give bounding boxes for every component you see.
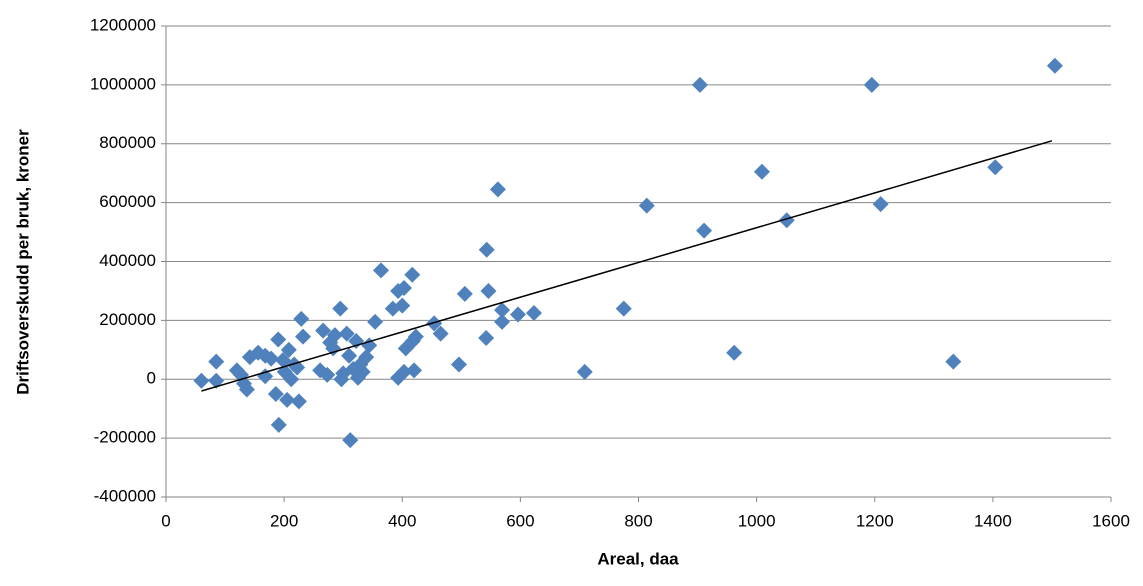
trendline — [201, 140, 1053, 392]
point — [342, 432, 359, 449]
point — [510, 306, 527, 323]
point — [290, 393, 307, 410]
point — [396, 279, 413, 296]
y-tick-label: 200000 — [99, 310, 156, 329]
point — [407, 328, 424, 345]
x-axis-title: Areal, daa — [597, 549, 679, 568]
point — [283, 371, 300, 388]
x-tick-label: 600 — [506, 511, 534, 530]
y-axis-title: Driftsoverskudd per bruk, kroner — [13, 129, 32, 395]
x-tick-label: 400 — [388, 511, 416, 530]
point — [263, 350, 280, 367]
point — [494, 302, 511, 319]
point — [872, 196, 889, 213]
point — [638, 197, 655, 214]
point — [293, 310, 310, 327]
point — [193, 372, 210, 389]
point — [450, 356, 467, 373]
y-tick-label: 600000 — [99, 192, 156, 211]
point — [404, 266, 421, 283]
x-tick-label: 1000 — [738, 511, 776, 530]
point — [208, 372, 225, 389]
point — [478, 330, 495, 347]
point — [615, 300, 632, 317]
point — [257, 368, 274, 385]
x-tick-label: 0 — [161, 511, 170, 530]
point — [338, 325, 355, 342]
point — [1046, 57, 1063, 74]
point — [987, 159, 1004, 176]
x-tick-label: 800 — [624, 511, 652, 530]
y-tick-label: 0 — [147, 369, 156, 388]
point — [494, 313, 511, 330]
point — [696, 222, 713, 239]
point — [489, 181, 506, 198]
point — [525, 305, 542, 322]
point — [478, 241, 495, 258]
y-tick-label: -200000 — [94, 428, 156, 447]
y-tick-label: 1200000 — [90, 15, 156, 34]
point — [267, 385, 284, 402]
point — [691, 76, 708, 93]
point — [396, 363, 413, 380]
point — [280, 341, 297, 358]
point — [372, 262, 389, 279]
y-tick-label: 400000 — [99, 251, 156, 270]
point — [326, 327, 343, 344]
point — [753, 163, 770, 180]
point — [238, 381, 255, 398]
point — [406, 362, 423, 379]
point — [332, 300, 349, 317]
point — [394, 297, 411, 314]
point — [279, 391, 296, 408]
point — [576, 363, 593, 380]
point — [295, 328, 312, 345]
point — [480, 282, 497, 299]
point — [945, 353, 962, 370]
point — [367, 313, 384, 330]
x-tick-label: 1200 — [856, 511, 894, 530]
point — [358, 349, 375, 366]
point — [208, 353, 225, 370]
point — [778, 212, 795, 229]
x-tick-label: 1400 — [974, 511, 1012, 530]
point — [270, 331, 287, 348]
point — [456, 285, 473, 302]
point — [361, 337, 378, 354]
point — [315, 322, 332, 339]
point — [341, 347, 358, 364]
x-tick-label: 200 — [270, 511, 298, 530]
point — [726, 344, 743, 361]
y-tick-label: 800000 — [99, 133, 156, 152]
y-tick-label: -400000 — [94, 486, 156, 505]
point — [863, 76, 880, 93]
y-tick-label: 1000000 — [90, 74, 156, 93]
point — [319, 366, 336, 383]
point — [270, 416, 287, 433]
x-tick-label: 1600 — [1092, 511, 1130, 530]
point — [354, 363, 371, 380]
point — [432, 325, 449, 342]
point — [325, 340, 342, 357]
